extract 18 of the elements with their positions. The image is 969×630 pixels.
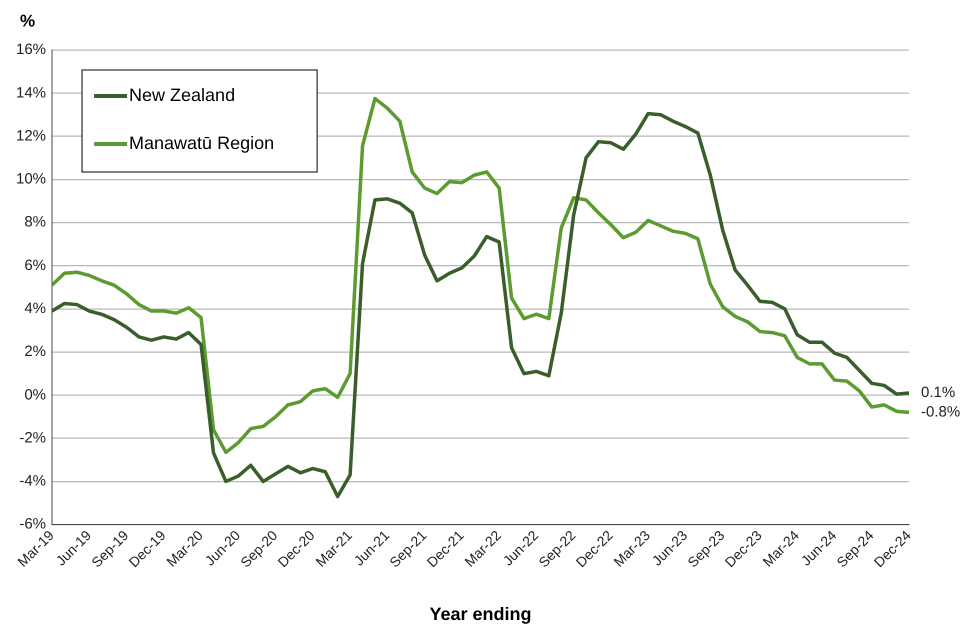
y-tick-label: 2% — [24, 343, 46, 360]
y-tick-label: 8% — [24, 214, 46, 231]
legend-label: New Zealand — [129, 84, 236, 105]
y-tick-label: 0% — [24, 386, 46, 404]
legend-label: Manawatū Region — [129, 132, 274, 153]
x-axis-title: Year ending — [429, 604, 532, 624]
y-tick-label: 6% — [24, 256, 46, 274]
y-tick-label: -6% — [19, 516, 46, 533]
annotation: 0.1% — [921, 384, 956, 402]
y-tick-label: 14% — [16, 84, 46, 102]
y-tick-label: 10% — [16, 170, 46, 188]
annotation: -0.8% — [921, 404, 960, 421]
y-tick-label: -4% — [19, 472, 46, 490]
y-tick-label: 4% — [24, 300, 46, 318]
y-tick-label: 12% — [16, 127, 46, 144]
y-axis-title: % — [20, 12, 36, 31]
y-tick-label: -2% — [19, 429, 46, 446]
y-tick-label: 16% — [16, 41, 46, 58]
